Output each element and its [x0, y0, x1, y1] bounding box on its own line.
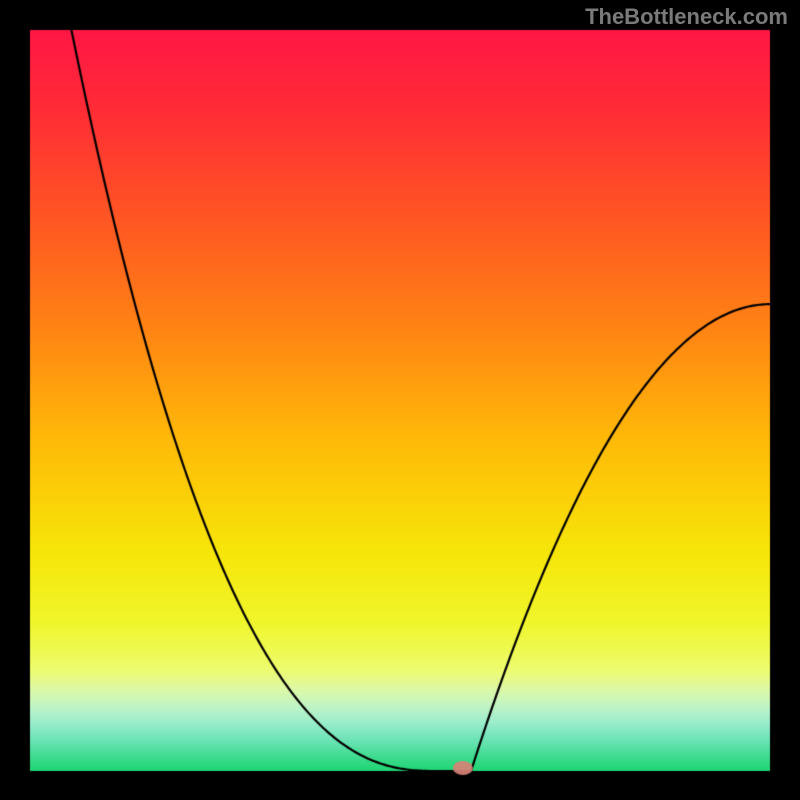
watermark-text: TheBottleneck.com	[585, 4, 788, 30]
bottleneck-chart	[0, 0, 800, 800]
